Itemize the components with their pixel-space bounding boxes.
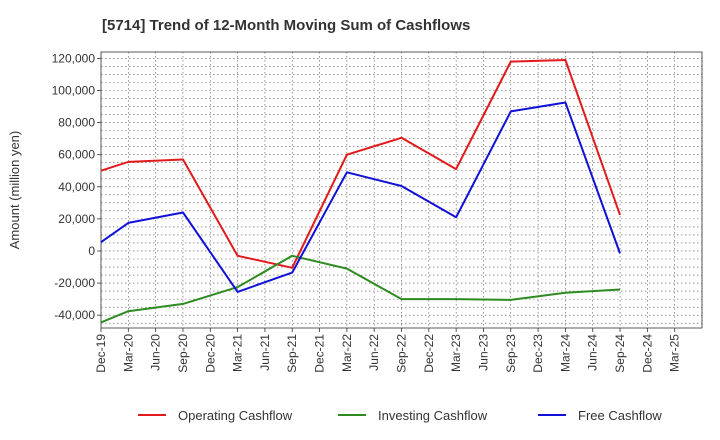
x-tick-labels: Dec-19 Mar-20 Jun-20 Sep-20 Dec-20 Mar-21 Jun-…: [94, 328, 682, 373]
x-tick-label: Mar-20: [121, 334, 135, 372]
legend-label: Free Cashflow: [578, 408, 662, 423]
x-tick-label: Jun-23: [476, 334, 490, 371]
y-tick-labels: -40,000 -20,000 0 20,000 40,000 60,000 80,000 1…: [52, 51, 101, 322]
x-tick-label: Mar-24: [558, 334, 572, 372]
series-line: [100, 59, 621, 269]
x-tick-label: Dec-22: [422, 334, 436, 373]
x-tick-label: Dec-20: [203, 334, 217, 373]
x-tick-label: Jun-24: [586, 334, 600, 371]
y-tick-label: 0: [88, 244, 95, 258]
chart-title: [5714] Trend of 12-Month Moving Sum of C…: [102, 17, 470, 34]
x-tick-label: Jun-22: [367, 334, 381, 371]
y-axis-label: Amount (million yen): [7, 131, 22, 250]
x-tick-label: Mar-22: [340, 334, 354, 372]
series-lines: [100, 59, 621, 324]
x-tick-label: Dec-23: [531, 334, 545, 373]
x-tick-label: Sep-20: [176, 334, 190, 373]
x-tick-label: Sep-24: [613, 334, 627, 373]
legend: Operating Cashflow Investing Cashflow Free…: [138, 408, 662, 423]
y-tick-label: 100,000: [52, 84, 96, 98]
y-tick-label: -40,000: [54, 308, 95, 322]
y-tick-label: 80,000: [58, 116, 95, 130]
legend-label: Operating Cashflow: [178, 408, 293, 423]
x-tick-label: Sep-23: [504, 334, 518, 373]
x-tick-label: Jun-21: [258, 334, 272, 371]
y-tick-label: -20,000: [54, 276, 95, 290]
y-tick-label: 120,000: [52, 51, 96, 65]
series-line: [100, 101, 621, 293]
legend-label: Investing Cashflow: [378, 408, 488, 423]
y-tick-label: 40,000: [58, 180, 95, 194]
y-tick-label: 60,000: [58, 148, 95, 162]
x-tick-label: Mar-21: [231, 334, 245, 372]
x-tick-label: Dec-21: [313, 334, 327, 373]
series-line: [100, 254, 621, 324]
x-tick-label: Sep-21: [285, 334, 299, 373]
x-tick-label: Mar-23: [449, 334, 463, 372]
x-tick-label: Sep-22: [395, 334, 409, 373]
x-tick-label: Mar-25: [668, 334, 682, 372]
x-tick-label: Dec-19: [94, 334, 108, 373]
x-tick-label: Jun-20: [149, 334, 163, 371]
x-tick-label: Dec-24: [640, 334, 654, 373]
y-tick-label: 20,000: [58, 212, 95, 226]
